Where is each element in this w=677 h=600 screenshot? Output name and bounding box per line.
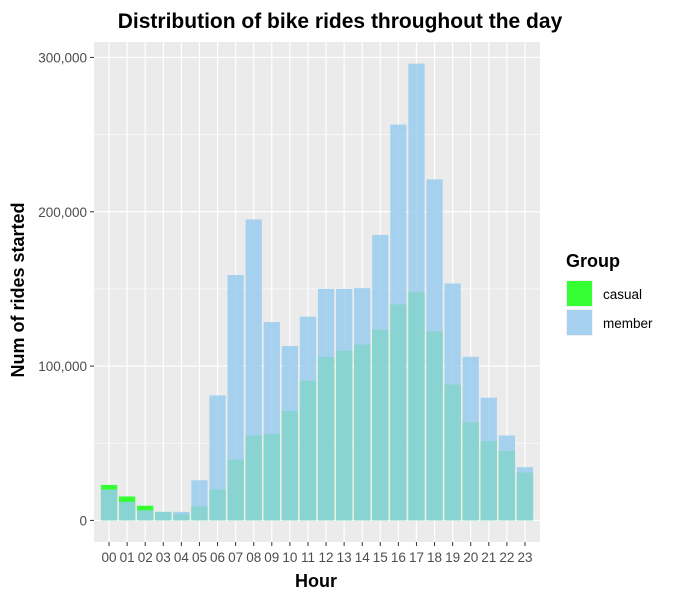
- x-tick-label: 07: [228, 550, 243, 565]
- bar-member-02: [137, 510, 154, 521]
- x-tick-label: 05: [192, 550, 207, 565]
- bar-member-01: [118, 501, 136, 521]
- y-tick-label: 200,000: [38, 205, 87, 220]
- x-tick-label: 04: [174, 550, 190, 565]
- legend-title: Group: [566, 251, 620, 271]
- chart-title: Distribution of bike rides throughout th…: [118, 10, 563, 33]
- bar-member-12: [317, 288, 335, 521]
- x-tick-label: 02: [138, 550, 153, 565]
- x-tick-label: 15: [373, 550, 388, 565]
- x-tick-label: 23: [517, 550, 532, 565]
- bar-member-00: [100, 489, 118, 521]
- bar-member-05: [191, 480, 208, 521]
- bar-member-07: [227, 275, 244, 521]
- x-tick-label: 14: [355, 550, 371, 565]
- bar-member-21: [480, 397, 497, 521]
- x-tick-label: 17: [409, 550, 424, 565]
- x-tick-label: 11: [301, 550, 315, 565]
- bar-member-17: [408, 63, 425, 521]
- x-tick-label: 01: [120, 550, 135, 565]
- x-tick-label: 00: [102, 550, 117, 565]
- x-tick-label: 20: [463, 550, 478, 565]
- bar-member-06: [209, 395, 226, 521]
- x-tick-label: 18: [427, 550, 442, 565]
- y-tick-label: 300,000: [38, 50, 87, 65]
- x-tick-label: 09: [264, 550, 279, 565]
- bar-member-20: [462, 356, 479, 521]
- x-tick-label: 12: [319, 550, 334, 565]
- x-tick-label: 06: [210, 550, 225, 565]
- x-tick-label: 03: [156, 550, 171, 565]
- legend: Group casual member: [566, 251, 653, 336]
- legend-key-member: [567, 310, 592, 335]
- legend-label-casual: casual: [603, 287, 642, 302]
- bar-member-08: [245, 219, 262, 521]
- bar-member-22: [498, 435, 516, 521]
- x-axis-title: Hour: [295, 571, 337, 591]
- bar-member-04: [173, 511, 190, 521]
- y-tick-label: 0: [79, 513, 87, 528]
- x-tick-label: 16: [391, 550, 406, 565]
- bar-member-10: [281, 346, 299, 521]
- y-axis-ticks: 0 100,000 200,000 300,000: [38, 50, 94, 528]
- bar-member-16: [390, 124, 407, 521]
- x-tick-label: 22: [499, 550, 514, 565]
- bar-member-18: [426, 179, 443, 521]
- x-tick-label: 19: [445, 550, 460, 565]
- bar-member-15: [372, 234, 389, 521]
- bar-member-03: [155, 511, 172, 521]
- bars: [100, 63, 534, 521]
- legend-label-member: member: [603, 316, 653, 331]
- bar-member-19: [444, 283, 461, 521]
- bar-member-13: [335, 288, 353, 521]
- bar-member-11: [299, 316, 317, 521]
- x-axis-ticks: 00 01 02 03 04 05 06 07 08 09 10 11 12 13 14 15 16 17 18 19…: [102, 542, 532, 565]
- x-tick-label: 21: [481, 550, 496, 565]
- x-tick-label: 13: [337, 550, 352, 565]
- bar-member-23: [516, 467, 534, 521]
- legend-key-casual: [567, 281, 592, 306]
- y-axis-title: Num of rides started: [8, 202, 28, 377]
- bar-member-09: [263, 322, 280, 521]
- bar-member-14: [354, 288, 371, 521]
- y-tick-label: 100,000: [38, 359, 87, 374]
- x-tick-label: 10: [282, 550, 297, 565]
- x-tick-label: 08: [246, 550, 261, 565]
